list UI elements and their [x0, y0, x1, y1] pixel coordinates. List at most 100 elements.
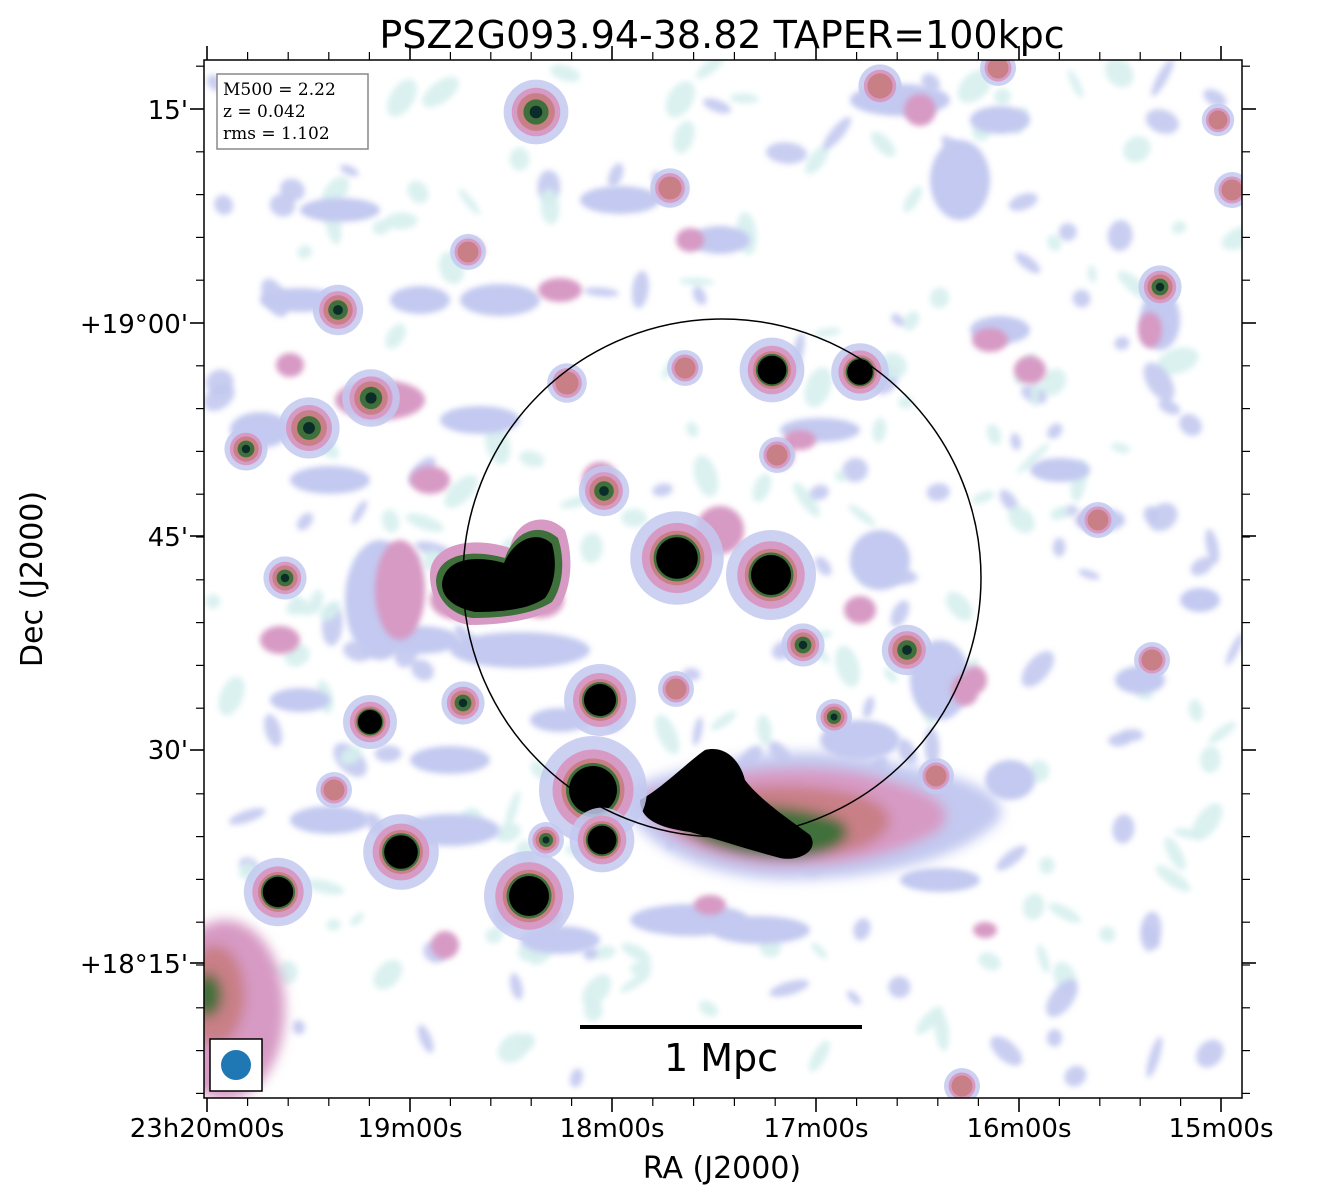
noise-blob	[205, 594, 221, 609]
noise-blob	[1107, 220, 1133, 252]
noise-blob	[1039, 856, 1055, 875]
low-emission	[230, 84, 1220, 954]
noise-blob	[693, 455, 719, 497]
noise-blob	[591, 945, 616, 960]
noise-blob	[769, 979, 810, 997]
mid-patch	[963, 666, 987, 694]
compact-sources	[224, 60, 1242, 1098]
noise-blob	[509, 973, 523, 1000]
noise-blob	[1114, 336, 1130, 350]
noise-blob	[756, 714, 772, 746]
noise-blob	[1047, 234, 1062, 252]
noise-blob	[374, 745, 402, 763]
x-axis-label: RA (J2000)	[643, 1151, 801, 1186]
source-peak	[902, 645, 912, 655]
noise-blob	[872, 417, 887, 443]
noise-blob	[620, 972, 651, 993]
source-ring	[555, 371, 579, 395]
noise-blob	[1190, 557, 1213, 576]
noise-blob	[822, 116, 852, 150]
noise-blob	[1046, 979, 1078, 1018]
noise-blob	[504, 790, 521, 830]
noise-blob	[1188, 699, 1204, 722]
merged-source-complex	[430, 519, 571, 625]
noise-blob	[381, 509, 400, 533]
source-ring	[951, 1075, 973, 1097]
noise-blob	[518, 1033, 536, 1051]
low-patch	[270, 688, 330, 712]
noise-blob	[540, 188, 560, 225]
noise-blob	[1078, 569, 1100, 580]
noise-blob	[1046, 1028, 1063, 1047]
mid-patch	[276, 353, 304, 377]
noise-blob	[999, 489, 1019, 512]
noise-blob	[897, 738, 917, 765]
low-patch	[985, 760, 1035, 800]
noise-blob	[703, 98, 732, 114]
noise-blob	[417, 1024, 434, 1053]
noise-blob	[926, 483, 950, 502]
source-peak	[458, 698, 468, 708]
noise-blob	[1123, 136, 1151, 163]
mid-patch	[973, 922, 997, 938]
noise-blob	[1052, 537, 1066, 557]
mid-patch	[972, 328, 1008, 352]
noise-blob	[326, 918, 341, 931]
source-core	[584, 684, 616, 716]
mid-patch	[410, 466, 450, 494]
scale-bar-label: 1 Mpc	[664, 1036, 778, 1080]
noise-blob	[1203, 89, 1227, 108]
low-patch	[440, 406, 520, 434]
noise-blob	[1104, 60, 1134, 88]
source-peak	[798, 640, 808, 650]
noise-blob	[309, 589, 324, 614]
x-tick-label: 15m00s	[1168, 1114, 1273, 1144]
source-ring	[1208, 110, 1228, 130]
source-ring	[867, 73, 893, 99]
figure-title: PSZ2G093.94-38.82 TAPER=100kpc	[379, 13, 1064, 57]
noise-blob	[808, 1040, 830, 1072]
noise-blob	[891, 313, 905, 327]
noise-blob	[929, 287, 950, 309]
noise-blob	[1022, 893, 1045, 920]
noise-blob	[1058, 223, 1077, 241]
x-tick-label: 17m00s	[763, 1114, 868, 1144]
noise-blob	[519, 450, 545, 468]
mid-patch	[694, 895, 726, 915]
noise-blob	[1118, 728, 1144, 742]
noise-blob	[1008, 193, 1038, 211]
noise-blob	[1017, 443, 1050, 474]
low-patch	[290, 806, 370, 834]
noise-blob	[1155, 865, 1191, 892]
y-tick-label: 15'	[148, 96, 188, 126]
source-ring	[674, 357, 696, 379]
noise-blob	[384, 212, 418, 230]
mid-patch	[260, 626, 300, 654]
noise-blob	[916, 1006, 943, 1035]
noise-blob	[495, 823, 521, 843]
noise-blob	[1196, 1039, 1224, 1068]
noise-blob	[583, 1000, 603, 1022]
noise-blob	[978, 952, 1001, 971]
noise-blob	[1015, 252, 1041, 274]
beam-ellipse-icon	[221, 1050, 251, 1080]
low-patch	[390, 286, 450, 314]
source-ring	[1087, 509, 1109, 531]
axis-ticks	[190, 46, 1256, 1112]
y-tick-label: +18°15'	[80, 950, 188, 980]
source-peak	[542, 836, 550, 844]
noise-blob	[986, 424, 1002, 445]
noise-blob	[1156, 347, 1199, 375]
noise-blob	[673, 120, 695, 154]
source-ring	[658, 176, 682, 200]
noise-blob	[218, 676, 245, 716]
source-ring	[1221, 179, 1242, 201]
low-patch	[290, 466, 370, 494]
mid-patch	[538, 278, 582, 302]
noise-blob	[509, 147, 530, 171]
noise-blob	[1205, 528, 1220, 565]
y-tick-label: +19°00'	[80, 310, 188, 340]
noise-blob	[387, 79, 417, 117]
noise-blob	[809, 484, 829, 501]
mid-patch	[844, 596, 876, 624]
